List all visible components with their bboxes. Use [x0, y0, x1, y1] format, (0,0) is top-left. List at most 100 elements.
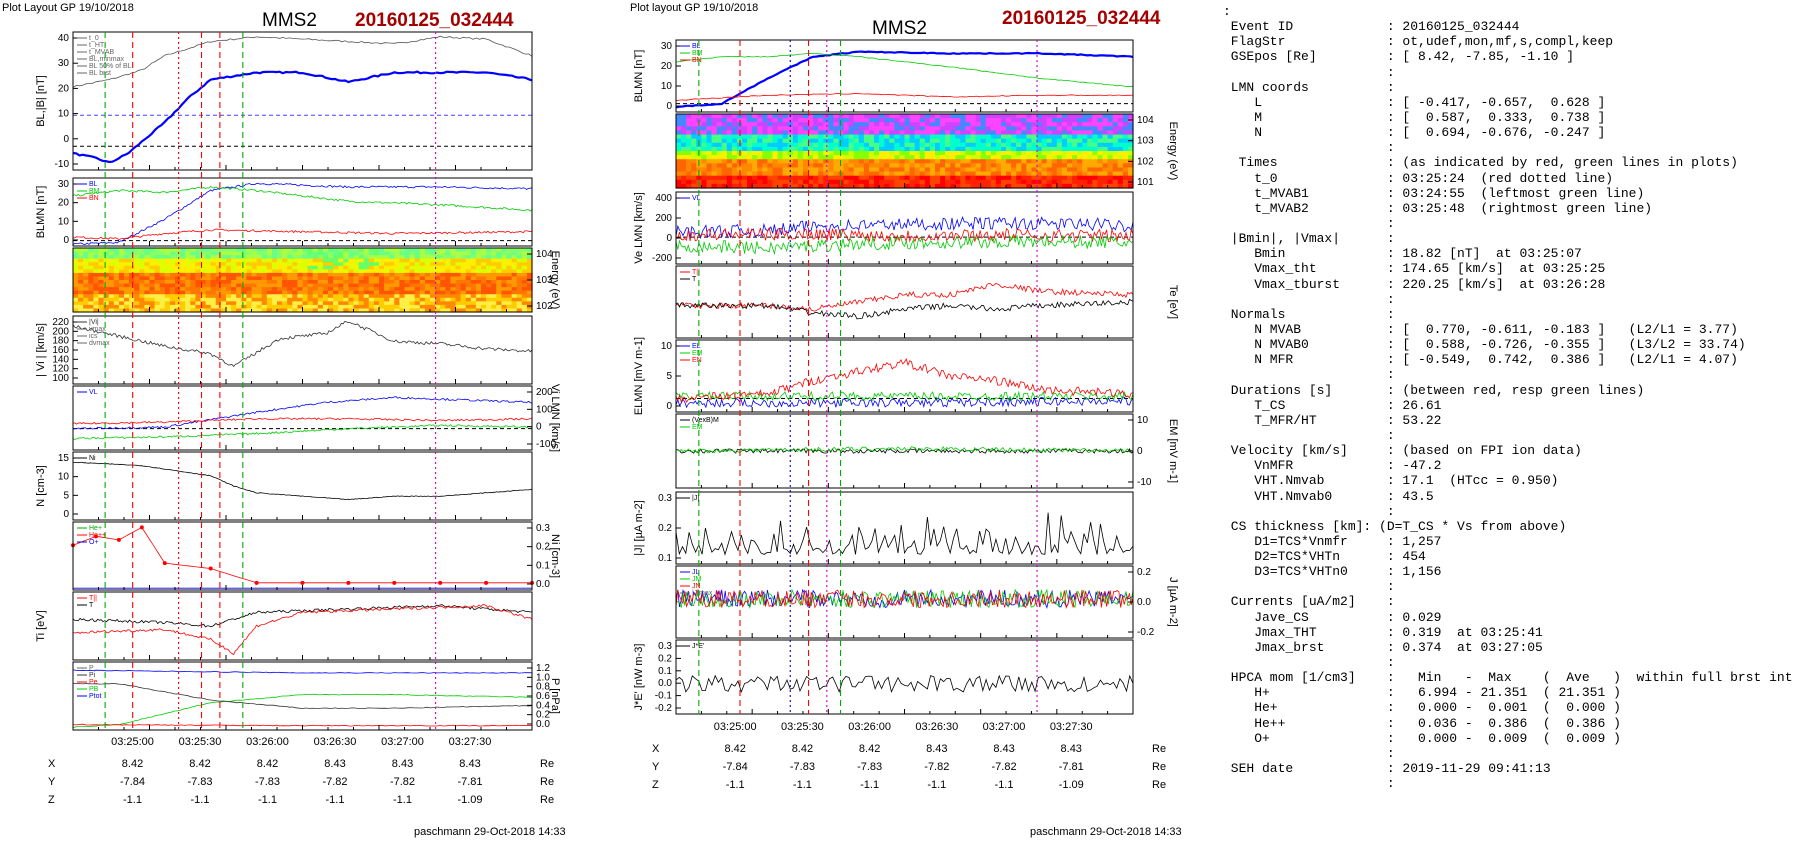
- tick-label: 220: [52, 317, 69, 328]
- spectrogram-cell: [1041, 126, 1048, 132]
- spectrogram-cell: [1072, 126, 1078, 132]
- spectrogram-cell: [731, 114, 738, 119]
- series-line: [675, 445, 1134, 454]
- spectrogram-cell: [1107, 118, 1114, 123]
- spectrogram-cell: [297, 283, 304, 288]
- spectrogram-cell: [863, 159, 870, 164]
- spectrogram-cell: [246, 262, 253, 267]
- spectrogram-cell: [236, 251, 242, 256]
- spectrogram-cell: [940, 171, 946, 177]
- spectrogram-cell: [848, 175, 855, 181]
- spectrogram-cell: [149, 265, 156, 270]
- spectrogram-cell: [1107, 126, 1114, 132]
- spectrogram-cell: [368, 290, 375, 295]
- spectrogram-cell: [924, 134, 931, 140]
- spectrogram-cell: [261, 258, 268, 263]
- spectrogram-cell: [460, 308, 467, 313]
- spectrogram-cell: [945, 126, 951, 132]
- spectrogram-cell: [914, 175, 921, 181]
- spectrogram-cell: [1016, 151, 1022, 156]
- spectrogram-cell: [752, 175, 758, 181]
- spectrogram-cell: [904, 151, 911, 156]
- spectrogram-cell: [409, 301, 416, 306]
- spectrogram-cell: [1041, 183, 1048, 189]
- spectrogram-cell: [129, 255, 135, 260]
- info-line: t_0 : 03:25:24 (red dotted line): [1223, 170, 1614, 186]
- spectrogram-cell: [904, 138, 911, 144]
- spectrogram-cell: [159, 269, 166, 274]
- spectrogram-cell: [195, 255, 202, 260]
- spectrogram-cell: [787, 146, 794, 152]
- spectrogram-cell: [190, 248, 196, 253]
- spectrogram-cell: [419, 269, 426, 274]
- spectrogram-cell: [681, 122, 687, 127]
- spectrogram-cell: [858, 126, 865, 132]
- spectrogram-cell: [777, 138, 784, 144]
- spectrogram-cell: [241, 248, 247, 253]
- coord-value: -7.82: [924, 761, 949, 773]
- coord-value: 8.42: [189, 758, 210, 770]
- spectrogram-cell: [343, 251, 349, 256]
- spectrogram-cell: [1006, 163, 1012, 169]
- spectrogram-cell: [455, 262, 462, 267]
- spectrogram-cell: [752, 122, 758, 127]
- spectrogram-cell: [929, 151, 936, 156]
- spectrogram-cell: [691, 171, 697, 177]
- spectrogram-cell: [322, 290, 329, 295]
- spectrogram-cell: [858, 114, 865, 119]
- spectrogram-cell: [307, 294, 314, 299]
- spectrogram-cell: [1046, 146, 1053, 152]
- spectrogram-cell: [154, 272, 161, 278]
- spectrogram-cell: [980, 159, 987, 164]
- spectrogram-cell: [384, 280, 390, 285]
- spectrogram-cell: [373, 308, 380, 313]
- spectrogram-cell: [1102, 163, 1109, 169]
- info-line: :: [1223, 291, 1395, 307]
- spectrogram-cell: [83, 262, 89, 267]
- spectrogram-cell: [465, 283, 472, 288]
- spectrogram-cell: [236, 304, 242, 310]
- spectrogram-cell: [481, 251, 487, 256]
- spectrogram-cell: [752, 183, 758, 189]
- spectrogram-cell: [762, 138, 768, 144]
- spectrogram-cell: [159, 290, 166, 295]
- spectrogram-cell: [226, 265, 232, 270]
- spectrogram-cell: [716, 159, 723, 164]
- spectrogram-cell: [1122, 134, 1129, 140]
- spectrogram-cell: [409, 262, 416, 267]
- spectrogram-cell: [465, 248, 472, 253]
- spectrogram-cell: [353, 251, 360, 256]
- legend-label: Pi: [89, 672, 96, 679]
- spectrogram-cell: [440, 294, 446, 299]
- spectrogram-cell: [929, 146, 936, 152]
- spectrogram-cell: [787, 126, 794, 132]
- spectrogram-cell: [266, 287, 273, 292]
- spectrogram-cell: [460, 290, 467, 295]
- spectrogram-cell: [716, 183, 723, 189]
- spectrogram-cell: [777, 118, 784, 123]
- spectrogram-cell: [782, 155, 789, 160]
- spectrogram-cell: [874, 163, 880, 169]
- spectrogram-cell: [246, 258, 253, 263]
- spectrogram-cell: [389, 280, 395, 285]
- spectrogram-cell: [1036, 175, 1043, 181]
- spectrogram-cell: [134, 262, 140, 267]
- spectrogram-cell: [348, 251, 355, 256]
- spectrogram-cell: [960, 159, 967, 164]
- spectrogram-cell: [955, 146, 961, 152]
- spectrogram-cell: [1006, 171, 1012, 177]
- spectrogram-cell: [716, 155, 723, 160]
- spectrogram-cell: [1056, 122, 1063, 127]
- spectrogram-cell: [747, 122, 753, 127]
- spectrogram-cell: [98, 269, 105, 274]
- spectrogram-cell: [108, 294, 115, 299]
- spectrogram-cell: [113, 255, 120, 260]
- spectrogram-cell: [226, 251, 232, 256]
- tick-label: 30: [58, 58, 70, 69]
- spectrogram-cell: [848, 122, 855, 127]
- spectrogram-cell: [955, 118, 961, 123]
- spectrogram-cell: [134, 294, 140, 299]
- spectrogram-cell: [440, 308, 446, 313]
